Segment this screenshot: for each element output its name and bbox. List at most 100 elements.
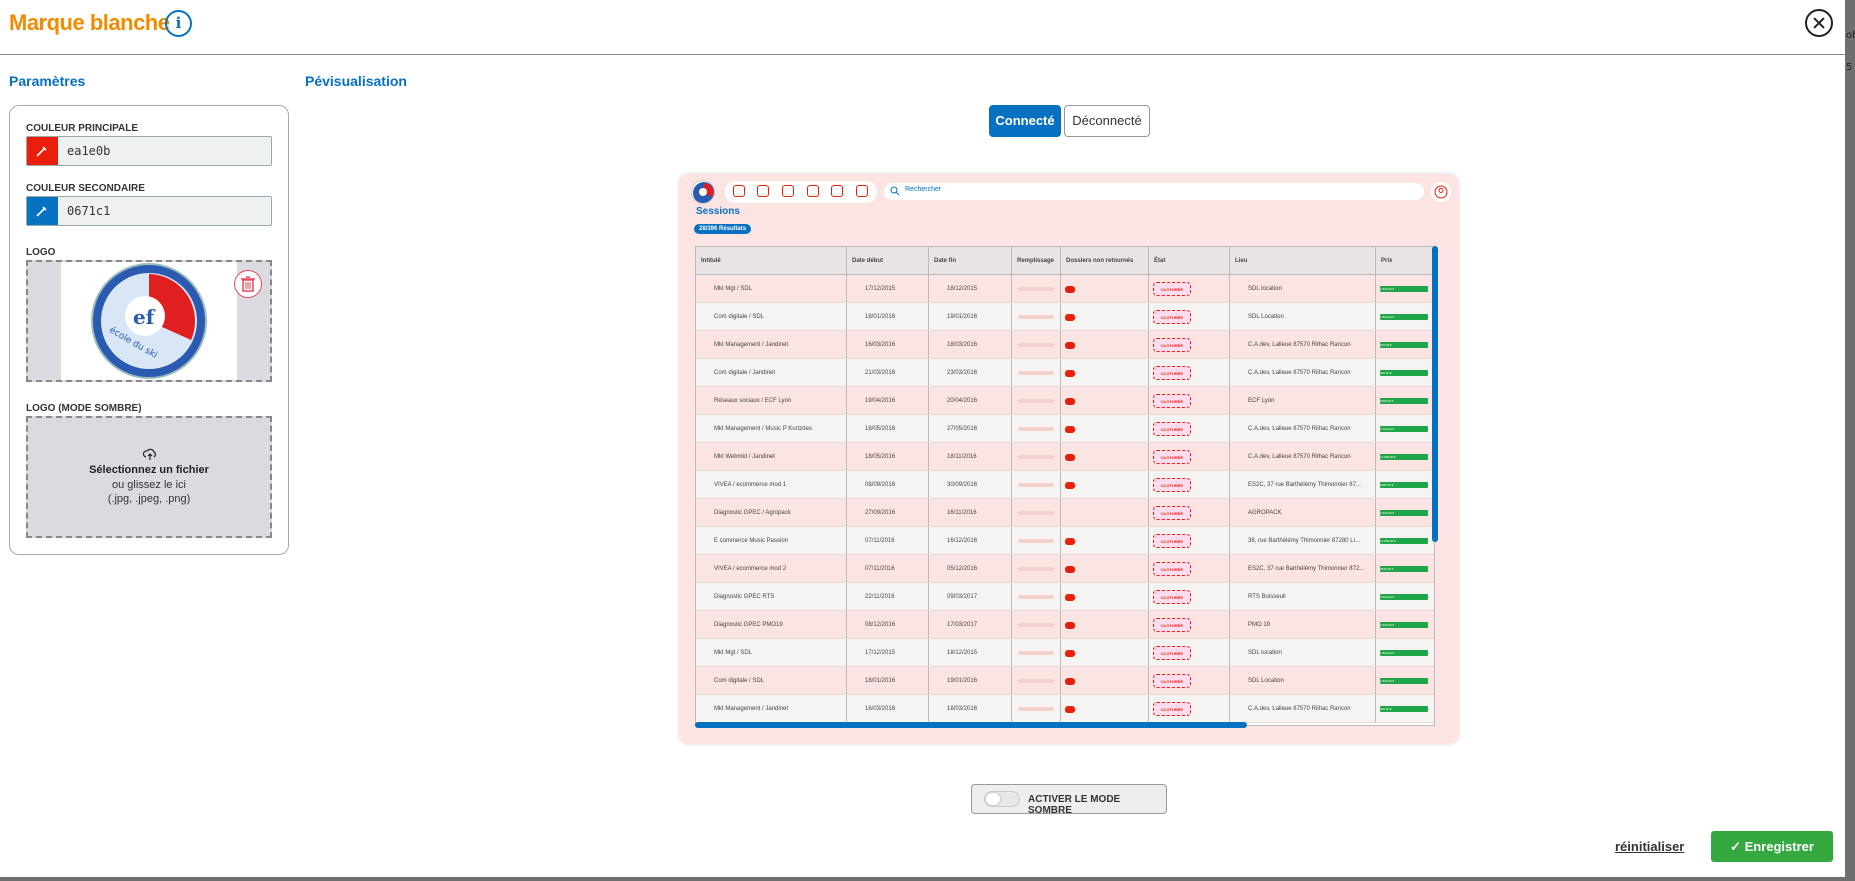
place: ECF Lyon [1230, 387, 1376, 414]
dark-mode-switch[interactable] [984, 791, 1020, 807]
end-date: 16/12/2016 [929, 527, 1012, 554]
unreturned-badge [1065, 370, 1075, 377]
table-row[interactable]: Diagnostic GPEC / Agropack 27/09/2016 16/1… [696, 499, 1434, 527]
status-badge: CLOTURÉE [1153, 422, 1191, 436]
unreturned-cell [1061, 471, 1149, 498]
session-name: Mkt Management / Jandinet [696, 695, 847, 722]
table-row[interactable]: VIVEA / ecommerce mod 2 07/11/2016 05/12/2… [696, 555, 1434, 583]
status-cell: CLOTURÉE [1149, 415, 1230, 442]
place: C.A.dev, Lalleue 87570 Rilhac Rancon [1230, 415, 1376, 442]
preview-search[interactable]: Rechercher [884, 183, 1424, 200]
fill-bar [1018, 483, 1054, 487]
table-row[interactable]: Mkt Mgt / SDL 17/12/2015 18/12/2015 CLOTURÉ… [696, 639, 1434, 667]
fill-bar [1018, 371, 1054, 375]
place: ES2C, 37 rue Barthélémy Thimonnier 87... [1230, 471, 1376, 498]
logo-dark-dropzone[interactable]: Sélectionnez un fichier ou glissez le ic… [26, 416, 272, 538]
session-name: Mkt Management / Jandinet [696, 331, 847, 358]
book-icon[interactable] [757, 185, 769, 197]
delete-logo-button[interactable] [234, 270, 262, 298]
trash-icon[interactable] [807, 185, 819, 197]
vertical-scrollbar[interactable] [1432, 246, 1438, 542]
secondary-color-label: COULEUR SECONDAIRE [26, 183, 145, 194]
shop-icon[interactable] [856, 185, 868, 197]
table-row[interactable]: E commerce Music Passion 07/11/2016 16/12/… [696, 527, 1434, 555]
logo-label: LOGO [26, 247, 56, 258]
calendar-icon[interactable] [733, 185, 745, 197]
end-date: 18/03/2016 [929, 331, 1012, 358]
logo-dark-label: LOGO (MODE SOMBRE) [26, 403, 142, 414]
unreturned-cell [1061, 499, 1149, 526]
secondary-color-value[interactable]: 0671c1 [67, 204, 111, 218]
end-date: 18/11/2016 [929, 443, 1012, 470]
end-date: 18/12/2015 [929, 275, 1012, 302]
table-row[interactable]: Com digitale / SDL 18/01/2016 19/01/2016 CL… [696, 303, 1434, 331]
disconnected-button[interactable]: Déconnecté [1064, 105, 1150, 137]
table-row[interactable]: VIVEA / ecommerce mod 1 08/09/2016 30/09/2… [696, 471, 1434, 499]
status-cell: CLOTURÉE [1149, 639, 1230, 666]
fill-bar [1018, 651, 1054, 655]
fill-cell [1012, 331, 1061, 358]
upload-hint: ou glissez le ici [112, 479, 186, 491]
status-badge: CLOTURÉE [1153, 394, 1191, 408]
table-row[interactable]: Mkt Webmkt / Jandinet 18/05/2016 18/11/201… [696, 443, 1434, 471]
primary-color-field[interactable]: ea1e0b [26, 136, 272, 166]
secondary-swatch[interactable] [27, 197, 58, 225]
tablet-icon[interactable] [831, 185, 843, 197]
primary-swatch[interactable] [27, 137, 58, 165]
secondary-color-field[interactable]: 0671c1 [26, 196, 272, 226]
end-date: 05/12/2016 [929, 555, 1012, 582]
start-date: 17/12/2015 [847, 639, 929, 666]
status-badge: CLOTURÉE [1153, 478, 1191, 492]
table-row[interactable]: Com digitale / Jandinet 21/03/2016 23/03/2… [696, 359, 1434, 387]
price-badge: 1000,00 € [1380, 398, 1428, 404]
info-icon[interactable]: i [165, 10, 192, 37]
session-name: Diagnostic GPEC / Agropack [696, 499, 847, 526]
close-icon[interactable] [1805, 9, 1833, 37]
place: SDL location [1230, 639, 1376, 666]
preview-frame: Rechercher Sessions 28/396 Résultats Int… [679, 174, 1459, 744]
table-row[interactable]: Diagnostic GPEC PMO19 08/12/2016 17/03/201… [696, 611, 1434, 639]
eyedropper-icon [36, 206, 47, 217]
reset-link[interactable]: réinitialiser [1615, 839, 1685, 854]
status-cell: CLOTURÉE [1149, 499, 1230, 526]
primary-color-value[interactable]: ea1e0b [67, 144, 111, 158]
status-badge: CLOTURÉE [1153, 534, 1191, 548]
start-date: 18/01/2016 [847, 667, 929, 694]
status-cell: CLOTURÉE [1149, 471, 1230, 498]
table-row[interactable]: Mkt Management / Music P Kurtzdes 18/05/2… [696, 415, 1434, 443]
start-date: 07/11/2016 [847, 527, 929, 554]
connected-button[interactable]: Connecté [989, 105, 1061, 137]
results-badge: 28/396 Résultats [694, 224, 752, 234]
price-badge: 2 200,00 € [1380, 426, 1428, 432]
box-icon[interactable] [782, 185, 794, 197]
logo-dropzone[interactable]: ef école du ski [26, 260, 272, 382]
price-badge: 1 800,00 € [1380, 678, 1428, 684]
status-badge: CLOTURÉE [1153, 702, 1191, 716]
horizontal-scrollbar[interactable] [695, 722, 1247, 728]
unreturned-cell [1061, 583, 1149, 610]
background-edge-text: 5 [1846, 62, 1853, 73]
table-row[interactable]: Mkt Management / Jandinet 16/03/2016 18/03… [696, 331, 1434, 359]
preview-logo [691, 180, 715, 204]
status-badge: CLOTURÉE [1153, 674, 1191, 688]
table-row[interactable]: Diagnostic GPEC RTS 22/11/2016 09/03/2017 C… [696, 583, 1434, 611]
user-icon[interactable] [1431, 182, 1451, 202]
dark-mode-toggle[interactable]: ACTIVER LE MODE SOMBRE [971, 784, 1167, 816]
table-row[interactable]: Mkt Management / Jandinet 16/03/2016 18/03… [696, 695, 1434, 723]
status-cell: CLOTURÉE [1149, 695, 1230, 722]
session-name: VIVEA / ecommerce mod 1 [696, 471, 847, 498]
upload-formats: (.jpg, .jpeg, .png) [107, 493, 191, 505]
fill-cell [1012, 527, 1061, 554]
table-row[interactable]: Réseaux sociaux / ECF Lyon 19/04/2016 20/0… [696, 387, 1434, 415]
price-cell: 1687,50 € [1376, 471, 1434, 498]
column-header: État [1149, 247, 1230, 274]
status-cell: CLOTURÉE [1149, 555, 1230, 582]
switch-knob [986, 793, 1000, 805]
table-row[interactable]: Mkt Mgt / SDL 17/12/2015 18/12/2015 CLOTURÉ… [696, 275, 1434, 303]
sessions-table: Intitulé Date début Date fin Remplissage Dos… [695, 246, 1435, 726]
table-row[interactable]: Com digitale / SDL 18/01/2016 19/01/2016 CL… [696, 667, 1434, 695]
fill-bar [1018, 315, 1054, 319]
background-edge-text: ob [1846, 30, 1855, 41]
preview-topbar: Rechercher [685, 180, 1451, 206]
save-button[interactable]: ✓ Enregistrer [1711, 831, 1833, 862]
